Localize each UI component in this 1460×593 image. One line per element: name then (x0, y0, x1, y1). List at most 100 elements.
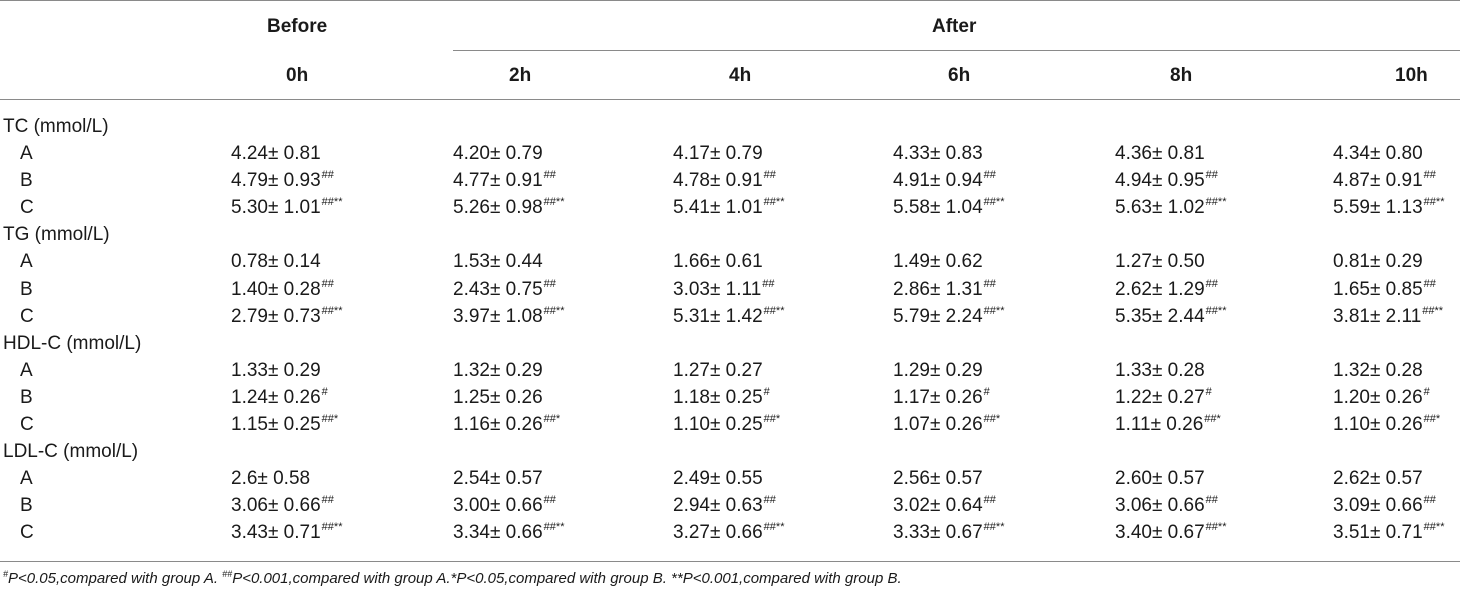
table-row: A 1.33± 0.29 1.32± 0.29 1.27± 0.27 1.29± 0.2… (0, 361, 1460, 388)
significance-marker: ## (1423, 494, 1436, 507)
section-row: TG (mmol/L) (0, 225, 1460, 252)
significance-marker: ## (763, 169, 776, 182)
cell-value: 4.36± 0.81 (1115, 143, 1205, 165)
table-cell: 5.26± 0.98##** (453, 196, 564, 220)
table-cell: 2.49± 0.55 (673, 469, 763, 488)
cell-value: 4.87± 0.91 (1333, 170, 1423, 192)
group-label: A (20, 143, 33, 165)
significance-marker: ##** (763, 196, 785, 209)
footnote-marker: # (3, 569, 9, 579)
table-cell: 5.63± 1.02##** (1115, 196, 1226, 220)
table-cell: 1.20± 0.26# (1333, 386, 1430, 410)
significance-marker: ##* (543, 413, 561, 426)
table-cell: 4.78± 0.91## (673, 169, 776, 193)
cell-value: 1.18± 0.25 (673, 386, 763, 408)
table-cell: 3.02± 0.64## (893, 494, 996, 518)
cell-value: 0.81± 0.29 (1333, 251, 1423, 273)
cell-value: 1.66± 0.61 (673, 251, 763, 273)
table-row: C 2.79± 0.73##** 3.97± 1.08##** 5.31± 1.42#… (0, 304, 1460, 334)
cell-value: 1.27± 0.50 (1115, 251, 1205, 273)
significance-marker: ##** (543, 521, 565, 534)
table-cell: 4.77± 0.91## (453, 169, 556, 193)
significance-marker: # (321, 385, 328, 398)
cell-value: 4.77± 0.91 (453, 170, 543, 192)
cell-value: 1.07± 0.26 (893, 414, 983, 436)
significance-marker: # (1205, 385, 1212, 398)
cell-value: 2.43± 0.75 (453, 278, 543, 300)
cell-value: 5.79± 2.24 (893, 305, 983, 327)
table-cell: 1.27± 0.50 (1115, 252, 1205, 271)
header-bottom-rule (0, 99, 1460, 100)
table-cell: 4.24± 0.81 (231, 144, 321, 163)
table-bottom-rule (0, 561, 1460, 562)
table-cell: 1.24± 0.26# (231, 385, 328, 410)
table-row: A 0.78± 0.14 1.53± 0.44 1.66± 0.61 1.49± 0.6… (0, 252, 1460, 279)
significance-marker: ## (983, 494, 996, 507)
table-cell: 2.6± 0.58 (231, 469, 310, 488)
table-cell: 3.27± 0.66##** (673, 521, 784, 545)
table-cell: 2.86± 1.31## (893, 278, 996, 302)
footnote-text: P<0.001,compared with group A.*P<0.05,co… (232, 570, 902, 587)
table-cell: 3.97± 1.08##** (453, 305, 564, 329)
table-cell: 1.53± 0.44 (453, 252, 543, 271)
cell-value: 1.65± 0.85 (1333, 278, 1423, 300)
cell-value: 1.17± 0.26 (893, 386, 983, 408)
cell-value: 1.27± 0.27 (673, 359, 763, 381)
group-label: A (20, 251, 33, 273)
footnote-text: P<0.05,compared with group A. (8, 570, 223, 587)
significance-marker: ## (763, 494, 776, 507)
table-cell: 4.94± 0.95## (1115, 169, 1218, 193)
header-before: Before (267, 16, 328, 37)
table-cell: 1.29± 0.29 (893, 361, 983, 380)
cell-value: 2.86± 1.31 (893, 278, 983, 300)
column-header-4h: 4h (729, 65, 752, 86)
table-row: B 4.79± 0.93## 4.77± 0.91## 4.78± 0.91## 4.9… (0, 169, 1460, 198)
table-cell: 0.81± 0.29 (1333, 252, 1423, 271)
table-row: B 3.06± 0.66## 3.00± 0.66## 2.94± 0.63## 3.0… (0, 494, 1460, 523)
table-cell: 4.87± 0.91## (1333, 169, 1436, 193)
table-footnote: #P<0.05,compared with group A. ##P<0.001… (3, 569, 902, 588)
group-label: B (20, 278, 33, 300)
group-label: A (20, 359, 33, 381)
after-group-rule (453, 50, 1460, 51)
significance-marker: ##** (763, 304, 785, 317)
section-label: HDL-C (mmol/L) (3, 332, 142, 354)
significance-marker: ## (1423, 169, 1436, 182)
significance-marker: ##** (1205, 304, 1227, 317)
table-cell: 1.16± 0.26##* (453, 413, 561, 437)
table-cell: 5.79± 2.24##** (893, 305, 1004, 329)
cell-value: 1.25± 0.26 (453, 386, 543, 408)
cell-value: 1.49± 0.62 (893, 251, 983, 273)
cell-value: 1.33± 0.28 (1115, 359, 1205, 381)
table-cell: 3.33± 0.67##** (893, 521, 1004, 545)
table-cell: 3.81± 2.11##** (1333, 305, 1443, 329)
significance-marker: ## (543, 494, 556, 507)
cell-value: 1.53± 0.44 (453, 251, 543, 273)
group-label: B (20, 386, 33, 408)
cell-value: 0.78± 0.14 (231, 251, 321, 273)
significance-marker: ## (1205, 169, 1218, 182)
table-cell: 4.91± 0.94## (893, 169, 996, 193)
significance-marker: ##** (983, 196, 1005, 209)
table-row: B 1.40± 0.28## 2.43± 0.75## 3.03± 1.11## 2.8… (0, 278, 1460, 307)
table-cell: 3.51± 0.71##** (1333, 521, 1444, 545)
table-cell: 2.54± 0.57 (453, 469, 543, 488)
group-label: B (20, 495, 33, 517)
table-cell: 1.17± 0.26# (893, 386, 990, 410)
cell-value: 5.59± 1.13 (1333, 197, 1423, 219)
cell-value: 3.06± 0.66 (231, 495, 321, 517)
table-cell: 2.60± 0.57 (1115, 469, 1205, 488)
table-cell: 4.36± 0.81 (1115, 144, 1205, 163)
significance-marker: ## (983, 169, 996, 182)
table-cell: 2.94± 0.63## (673, 494, 776, 518)
group-label: B (20, 170, 33, 192)
cell-value: 2.54± 0.57 (453, 468, 543, 490)
table-cell: 5.31± 1.42##** (673, 304, 785, 329)
table-row: A 2.6± 0.58 2.54± 0.57 2.49± 0.55 2.56± 0.57… (0, 469, 1460, 496)
cell-value: 4.34± 0.80 (1333, 143, 1423, 165)
table-cell: 3.06± 0.66## (231, 494, 334, 518)
column-header-2h: 2h (509, 65, 532, 86)
cell-value: 4.78± 0.91 (673, 170, 763, 192)
cell-value: 3.43± 0.71 (231, 522, 321, 544)
cell-value: 1.20± 0.26 (1333, 386, 1423, 408)
